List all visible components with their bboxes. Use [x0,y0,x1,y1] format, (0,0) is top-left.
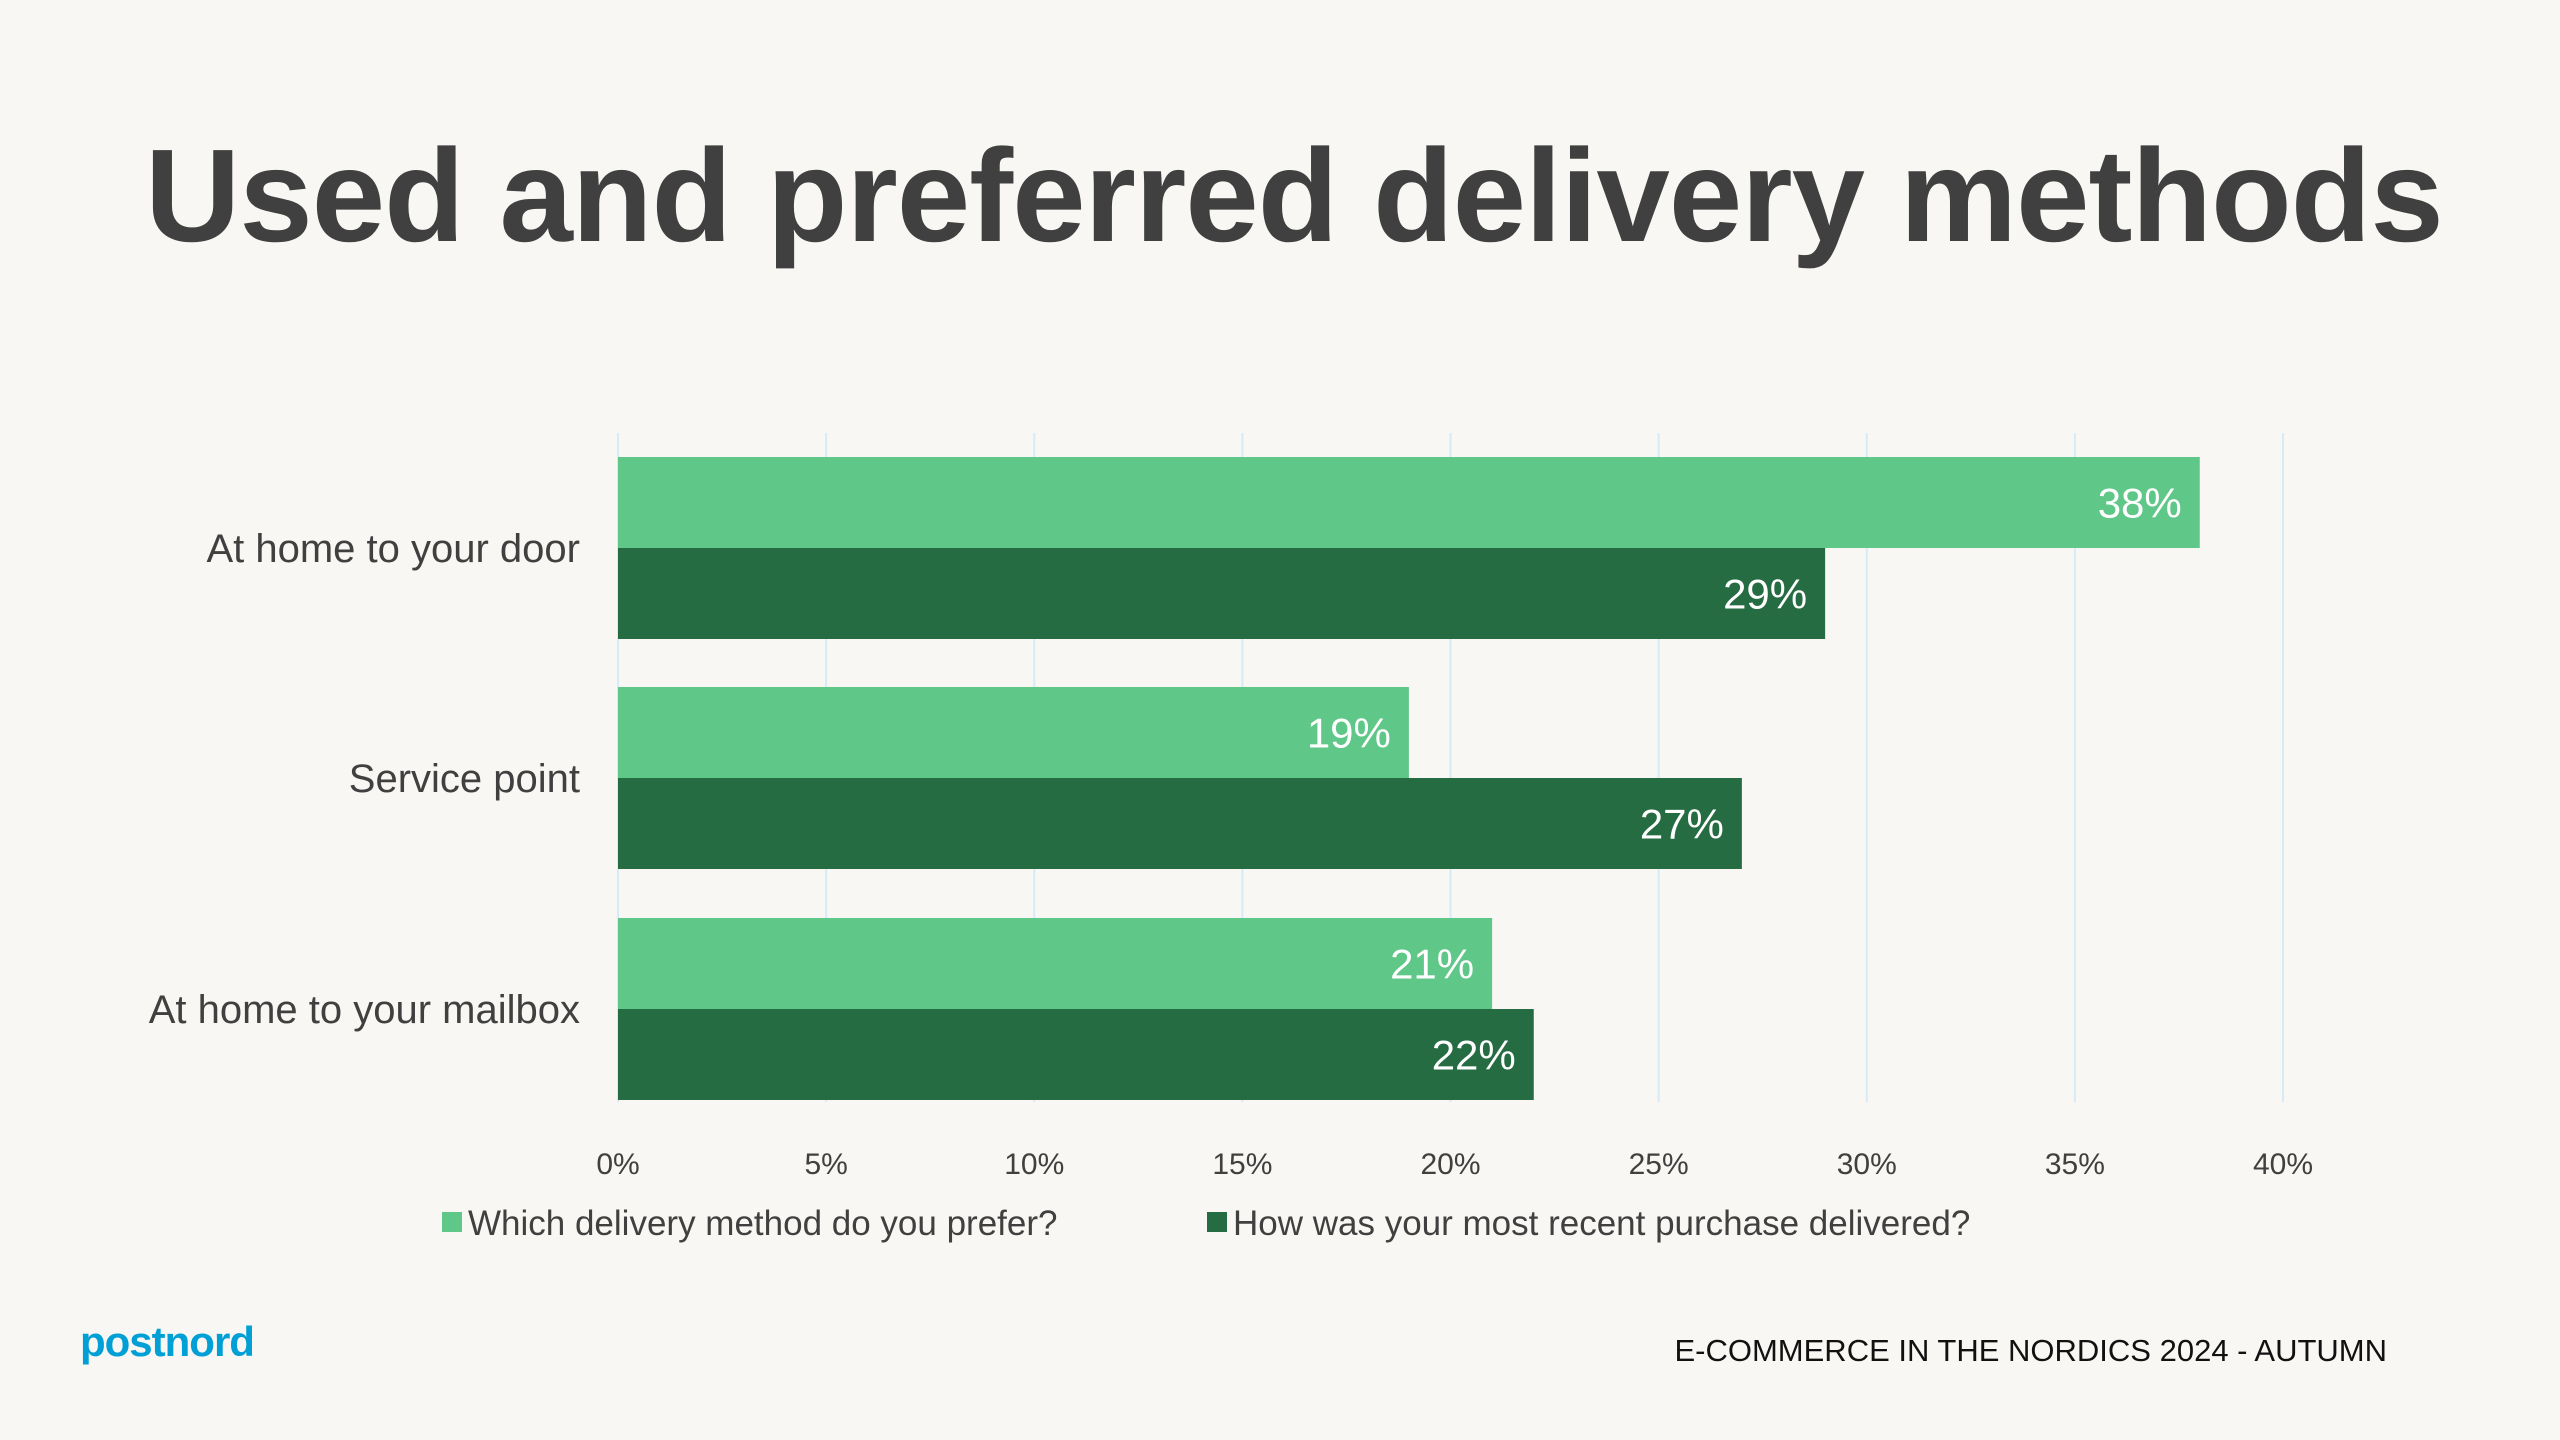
data-label: 22% [1432,1032,1516,1079]
legend-swatch [442,1212,462,1232]
x-tick-label: 5% [804,1148,847,1181]
page-title: Used and preferred delivery methods [145,122,2444,269]
x-tick-label: 15% [1212,1148,1272,1181]
x-tick-label: 25% [1629,1148,1689,1181]
postnord-logo: postnord [80,1318,255,1365]
legend-swatch [1207,1212,1227,1232]
footer-text: E-COMMERCE IN THE NORDICS 2024 - AUTUMN [1674,1333,2387,1368]
bar [618,918,1493,1009]
data-label: 19% [1307,710,1391,757]
data-label: 29% [1723,571,1807,618]
x-tick-label: 30% [1837,1148,1897,1181]
data-label: 21% [1390,941,1474,988]
x-tick-label: 40% [2253,1148,2313,1181]
bar [618,548,1826,639]
category-label: At home to your door [206,527,580,571]
category-label: At home to your mailbox [149,988,580,1032]
legend-label: How was your most recent purchase delive… [1233,1204,1970,1243]
data-label: 38% [2098,480,2182,527]
x-tick-label: 10% [1004,1148,1064,1181]
x-tick-label: 20% [1420,1148,1480,1181]
legend-label: Which delivery method do you prefer? [468,1204,1057,1243]
x-tick-label: 35% [2045,1148,2105,1181]
data-label: 27% [1640,801,1724,848]
x-tick-label: 0% [596,1148,639,1181]
category-label: Service point [349,757,580,801]
bar [618,778,1742,869]
bar [618,457,2200,548]
bar [618,1009,1534,1100]
bar [618,687,1409,778]
